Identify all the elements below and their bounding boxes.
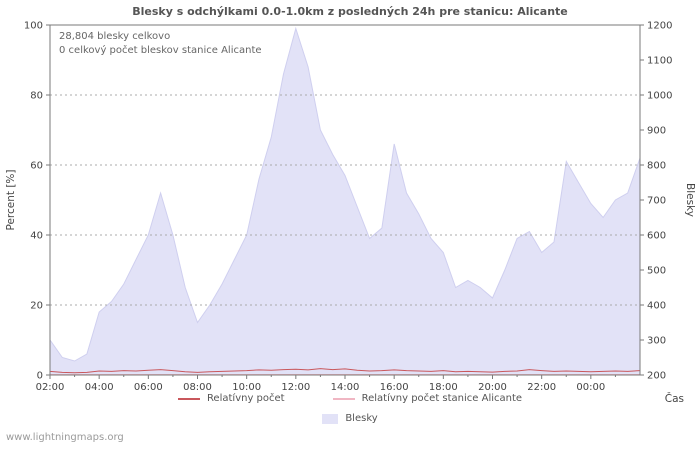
left-tick-label: 60	[30, 161, 43, 172]
right-tick-label: 400	[647, 301, 666, 312]
x-tick-label: 10:00	[232, 382, 261, 393]
legend-label: Relatívny počet stanice Alicante	[361, 393, 523, 404]
right-tick-label: 800	[647, 161, 666, 172]
x-tick-label: 16:00	[380, 382, 409, 393]
x-tick-label: 12:00	[281, 382, 310, 393]
right-tick-label: 300	[647, 336, 666, 347]
legend-label: Relatívny počet	[206, 393, 285, 404]
x-tick-label: 22:00	[527, 382, 556, 393]
legend-row-area: Blesky	[0, 413, 700, 424]
station-strikes-annotation: 0 celkový počet bleskov stanice Alicante	[59, 45, 262, 56]
x-tick-label: 08:00	[183, 382, 212, 393]
legend-item-relativny-pocet: Relatívny počet	[177, 393, 285, 404]
right-tick-label: 1100	[647, 56, 672, 67]
left-tick-label: 20	[30, 301, 43, 312]
left-tick-label: 0	[37, 371, 43, 382]
x-tick-label: 18:00	[429, 382, 458, 393]
left-axis-title: Percent [%]	[5, 169, 17, 230]
area-swatch-icon	[322, 413, 339, 424]
area-series-blesky	[49, 26, 641, 376]
right-tick-label: 600	[647, 231, 666, 242]
x-tick-label: 14:00	[331, 382, 360, 393]
left-tick-label: 80	[30, 91, 43, 102]
left-tick-label: 100	[24, 21, 43, 32]
right-axis-title: Blesky	[684, 183, 696, 217]
legend-row-lines: Relatívny počet Relatívny počet stanice …	[0, 393, 700, 404]
total-strikes-annotation: 28,804 blesky celkovo	[59, 31, 171, 42]
chart-title: Blesky s odchýlkami 0.0-1.0km z posledný…	[132, 5, 568, 18]
watermark: www.lightningmaps.org	[6, 432, 124, 443]
legend-item-blesky: Blesky	[322, 413, 378, 424]
x-tick-label: 02:00	[36, 382, 65, 393]
x-tick-label: 06:00	[134, 382, 163, 393]
right-tick-label: 1000	[647, 91, 672, 102]
x-tick-label: 00:00	[576, 382, 605, 393]
legend-label: Blesky	[345, 413, 378, 424]
legend-item-relativny-pocet-stanice: Relatívny počet stanice Alicante	[332, 393, 523, 404]
right-tick-label: 500	[647, 266, 666, 277]
line-series-0	[49, 368, 641, 374]
right-tick-label: 700	[647, 196, 666, 207]
pink-line-swatch-icon	[332, 397, 355, 400]
red-line-swatch-icon	[177, 397, 200, 400]
x-tick-label: 20:00	[478, 382, 507, 393]
right-tick-label: 200	[647, 371, 666, 382]
x-axis-title: Čas	[664, 393, 684, 405]
left-tick-label: 40	[30, 231, 43, 242]
right-tick-label: 1200	[647, 21, 672, 32]
right-tick-label: 900	[647, 126, 666, 137]
x-tick-label: 04:00	[85, 382, 114, 393]
